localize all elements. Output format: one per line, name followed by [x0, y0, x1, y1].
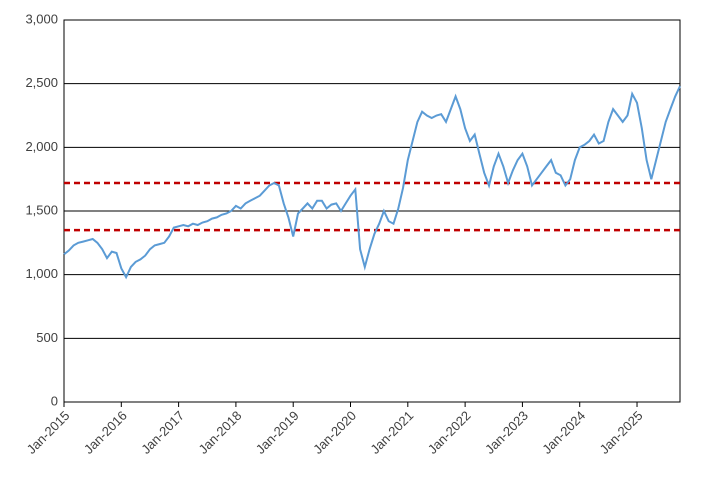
x-tick-label: Jan-2015 [24, 408, 73, 457]
y-tick-label: 1,000 [25, 266, 58, 281]
x-tick-label: Jan-2025 [597, 408, 646, 457]
x-tick-label: Jan-2024 [539, 408, 588, 457]
y-tick-label: 500 [36, 330, 58, 345]
x-tick-label: Jan-2016 [81, 408, 130, 457]
x-tick-label: Jan-2018 [196, 408, 245, 457]
data-line [63, 85, 681, 280]
x-tick-label: Jan-2017 [138, 408, 187, 457]
y-tick-label: 0 [51, 393, 58, 408]
y-tick-label: 2,500 [25, 75, 58, 90]
y-tick-label: 1,500 [25, 202, 58, 217]
y-tick-label: 2,000 [25, 139, 58, 154]
x-tick-label: Jan-2022 [425, 408, 474, 457]
y-tick-label: 3,000 [25, 11, 58, 26]
x-tick-label: Jan-2021 [367, 408, 416, 457]
x-tick-label: Jan-2020 [310, 408, 359, 457]
x-tick-label: Jan-2019 [253, 408, 302, 457]
x-tick-label: Jan-2023 [482, 408, 531, 457]
